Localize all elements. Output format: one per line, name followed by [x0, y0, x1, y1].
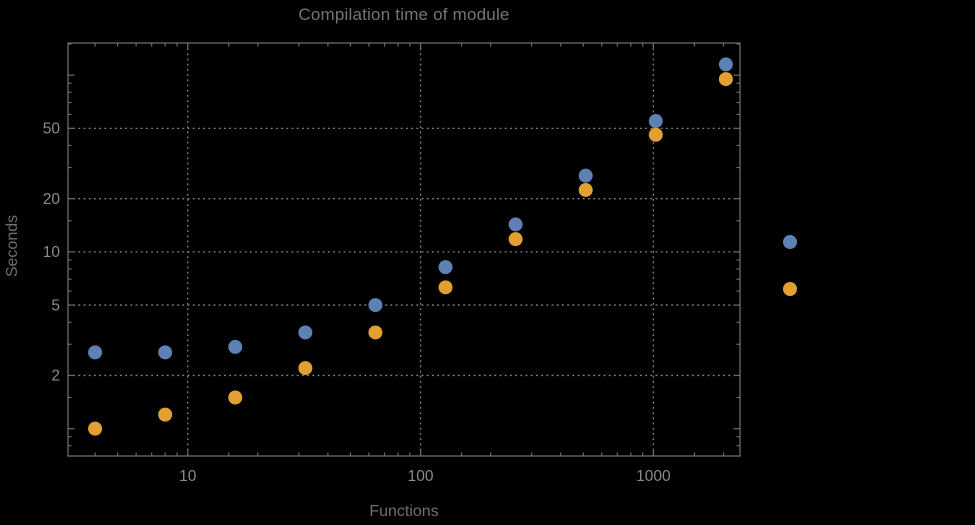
data-point-series-2-x128 — [438, 280, 453, 295]
data-point-series-2-x512 — [578, 182, 593, 197]
x-tick-label-1000: 1000 — [636, 468, 671, 485]
data-point-series-1-x256 — [508, 217, 523, 232]
plot-frame — [67, 42, 741, 457]
chart-title: Compilation time of module — [298, 5, 510, 24]
data-point-series-1-x1024 — [648, 114, 663, 129]
data-point-series-1-x64 — [368, 298, 383, 313]
y-tick-label-2: 2 — [51, 368, 60, 385]
legend-marker-series-2 — [783, 282, 797, 296]
data-point-series-1-x4 — [88, 345, 103, 360]
legend-marker-series-1 — [783, 235, 797, 249]
x-tick-label-100: 100 — [408, 468, 434, 485]
data-point-series-1-x32 — [298, 325, 313, 340]
data-point-series-1-x128 — [438, 260, 453, 275]
data-point-series-2-x1024 — [648, 127, 663, 142]
data-point-series-1-x8 — [158, 345, 173, 360]
data-point-series-2-x8 — [158, 407, 173, 422]
x-axis-label: Functions — [369, 503, 439, 520]
data-point-series-1-x512 — [578, 168, 593, 183]
data-point-series-2-x64 — [368, 325, 383, 340]
y-tick-label-10: 10 — [43, 244, 61, 261]
data-point-series-2-x16 — [228, 390, 243, 405]
y-tick-label-20: 20 — [43, 191, 61, 208]
data-point-series-1-x2048 — [718, 57, 733, 72]
data-point-series-2-x2048 — [718, 72, 733, 87]
data-point-series-2-x4 — [88, 421, 103, 436]
data-point-series-2-x32 — [298, 361, 313, 376]
x-tick-label-10: 10 — [179, 468, 197, 485]
y-tick-label-50: 50 — [43, 121, 61, 138]
y-axis-label: Seconds — [4, 214, 21, 278]
y-tick-label-5: 5 — [51, 297, 60, 314]
data-point-series-2-x256 — [508, 232, 523, 247]
data-point-series-1-x16 — [228, 339, 243, 354]
